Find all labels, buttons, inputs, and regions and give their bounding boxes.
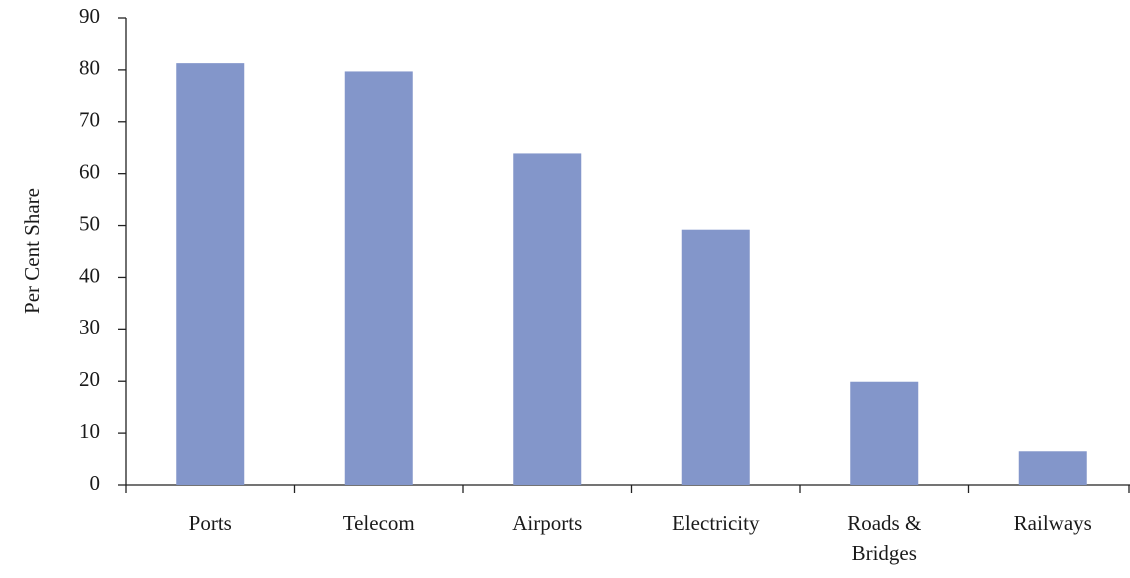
y-tick-label: 90 bbox=[79, 4, 100, 28]
x-tick-label: Telecom bbox=[342, 511, 415, 535]
y-tick-label: 30 bbox=[79, 315, 100, 339]
bar bbox=[850, 381, 919, 485]
x-tick-label: Railways bbox=[1013, 511, 1092, 535]
y-tick-label: 10 bbox=[79, 419, 100, 443]
x-tick-label: Electricity bbox=[672, 511, 760, 535]
x-tick-label: Ports bbox=[188, 511, 232, 535]
bar bbox=[176, 63, 245, 485]
x-tick-label: Roads & Bridges bbox=[847, 511, 922, 565]
x-tick-label: Airports bbox=[512, 511, 583, 535]
y-tick-label: 60 bbox=[79, 159, 100, 183]
y-tick-label: 80 bbox=[79, 56, 100, 80]
y-axis-label: Per Cent Share bbox=[20, 188, 44, 314]
bar bbox=[513, 153, 582, 485]
y-tick-label: 70 bbox=[79, 108, 100, 132]
y-tick-label: 50 bbox=[79, 211, 100, 235]
y-tick-label: 20 bbox=[79, 367, 100, 391]
y-tick-label: 0 bbox=[90, 471, 101, 495]
bar bbox=[344, 71, 413, 485]
bar bbox=[681, 229, 750, 485]
bar bbox=[1018, 451, 1087, 485]
y-tick-label: 40 bbox=[79, 263, 100, 287]
